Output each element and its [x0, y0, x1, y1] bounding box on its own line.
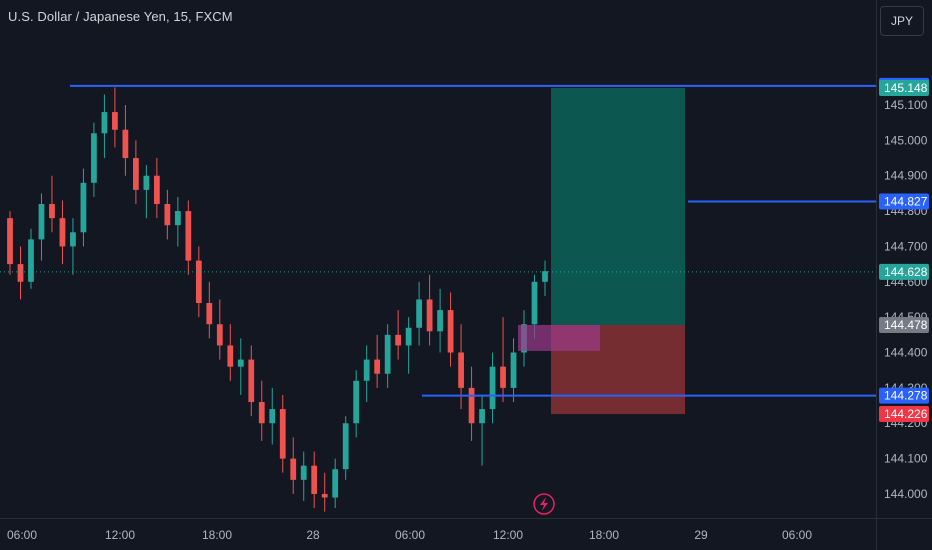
x-tick-label: 28 — [306, 528, 320, 542]
svg-text:145.148: 145.148 — [884, 81, 928, 95]
candle — [269, 387, 276, 445]
x-tick-label: 06:00 — [7, 528, 37, 542]
price-badge: 145.148 — [879, 80, 929, 97]
candle — [195, 246, 202, 318]
currency-button[interactable]: JPY — [880, 6, 924, 36]
candle — [227, 324, 234, 381]
candle — [132, 140, 139, 205]
candle — [542, 260, 548, 296]
lightning-icon[interactable] — [533, 493, 555, 515]
y-tick-label: 144.400 — [884, 346, 928, 360]
candle — [489, 352, 496, 424]
y-tick-label: 144.900 — [884, 169, 928, 183]
price-badge: 144.226 — [879, 406, 929, 423]
price-badge: 144.278 — [879, 387, 929, 404]
x-tick-label: 18:00 — [202, 528, 232, 542]
x-tick-label: 12:00 — [105, 528, 135, 542]
svg-text:144.278: 144.278 — [884, 389, 928, 403]
svg-text:144.226: 144.226 — [884, 407, 928, 421]
candle — [153, 158, 160, 219]
candle — [143, 165, 150, 219]
candle — [395, 310, 402, 360]
x-tick-label: 29 — [694, 528, 708, 542]
candle — [426, 274, 433, 346]
candle — [300, 451, 307, 502]
candle — [279, 394, 286, 473]
candle — [70, 218, 76, 275]
candle — [416, 281, 423, 346]
candle — [332, 458, 339, 509]
y-tick-label: 144.100 — [884, 452, 928, 466]
target-zone[interactable] — [551, 88, 685, 325]
candle — [38, 193, 45, 261]
candle — [374, 334, 381, 388]
candle — [342, 416, 349, 480]
candle — [321, 472, 328, 512]
candle — [447, 292, 454, 367]
candle — [479, 394, 485, 466]
price-badge: 144.628 — [879, 263, 929, 280]
candle — [185, 200, 192, 275]
y-tick-label: 144.000 — [884, 487, 928, 501]
y-tick-label: 144.700 — [884, 239, 928, 253]
candle — [91, 122, 97, 197]
candle — [7, 211, 13, 275]
chart-title: U.S. Dollar / Japanese Yen, 15, FXCM — [8, 9, 233, 24]
svg-text:144.827: 144.827 — [884, 195, 928, 209]
candle — [28, 228, 34, 289]
candle — [216, 299, 223, 360]
candle — [405, 317, 412, 374]
price-badge: 144.827 — [879, 193, 929, 210]
candle — [101, 94, 108, 159]
candle — [353, 370, 360, 438]
candle — [237, 338, 244, 395]
y-tick-label: 145.100 — [884, 98, 928, 112]
x-tick-label: 18:00 — [589, 528, 619, 542]
candle — [248, 345, 255, 417]
candle — [384, 324, 391, 388]
candle — [437, 288, 443, 353]
candle — [290, 437, 297, 494]
x-tick-label: 06:00 — [395, 528, 425, 542]
candle — [164, 189, 171, 240]
candle — [174, 196, 181, 247]
candle — [112, 87, 118, 148]
candle — [500, 317, 506, 403]
entry-box[interactable] — [518, 324, 600, 351]
candle — [49, 175, 55, 233]
svg-text:144.628: 144.628 — [884, 265, 928, 279]
candle — [258, 380, 265, 441]
candle — [510, 338, 517, 403]
price-badge: 144.478 — [879, 316, 929, 333]
candle — [363, 345, 370, 403]
x-tick-label: 12:00 — [493, 528, 523, 542]
candle — [468, 366, 475, 441]
candle — [59, 200, 66, 265]
candle — [311, 451, 318, 509]
candle — [206, 281, 213, 339]
svg-text:144.478: 144.478 — [884, 318, 928, 332]
candle — [80, 168, 87, 247]
candle — [17, 246, 24, 300]
x-tick-label: 06:00 — [782, 528, 812, 542]
y-tick-label: 145.000 — [884, 133, 928, 147]
candle — [122, 105, 129, 176]
